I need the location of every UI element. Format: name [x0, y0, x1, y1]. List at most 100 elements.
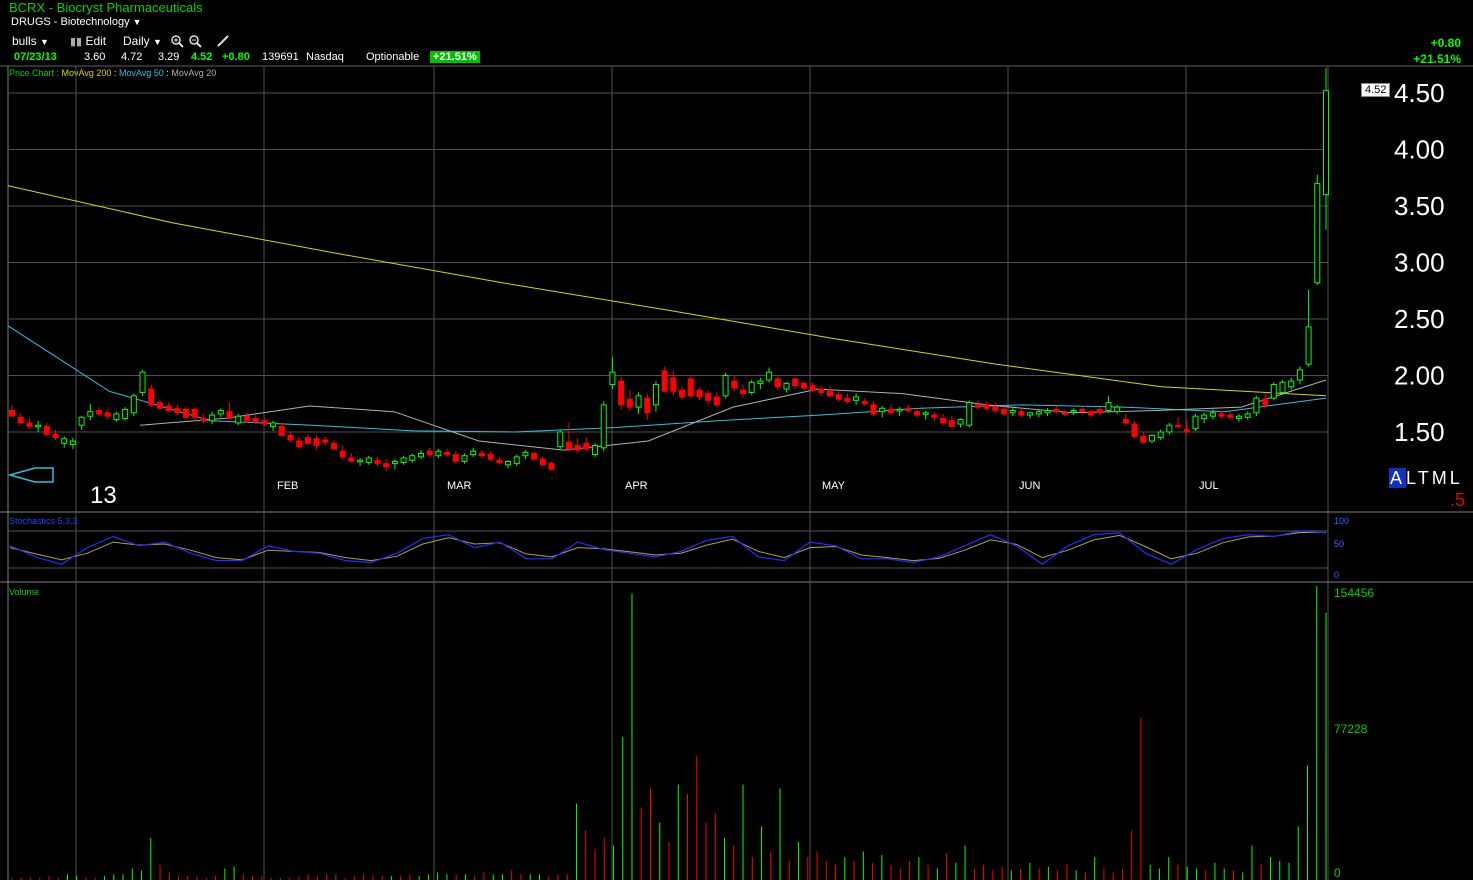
candle-body — [931, 414, 938, 418]
quote-close: 4.52 — [191, 51, 213, 63]
candle-body — [409, 455, 416, 461]
period-dropdown[interactable]: Daily ▼ — [123, 34, 162, 48]
candle-body — [1235, 415, 1242, 419]
candle-body — [1009, 410, 1016, 414]
ma20-line — [139, 379, 1327, 451]
candle-body — [113, 413, 120, 421]
candle-body — [974, 404, 981, 408]
candle-body — [1140, 436, 1147, 443]
candle-body — [287, 434, 294, 441]
month-label: FEB — [277, 480, 298, 492]
list-dropdown[interactable]: bulls ▼ — [12, 34, 49, 48]
candle-body — [853, 396, 860, 401]
candle-body — [1314, 182, 1321, 284]
candle-body — [1027, 412, 1034, 416]
candle-body — [522, 451, 529, 457]
edit-button[interactable]: ▮▮ Edit — [70, 34, 106, 48]
candle-body — [1209, 412, 1216, 417]
timeframe-all[interactable]: A — [1389, 468, 1407, 488]
zoom-in-button[interactable] — [170, 34, 184, 51]
stoch-d-line — [9, 532, 1326, 562]
candle-body — [887, 408, 894, 414]
candle-body — [800, 382, 807, 389]
month-label: MAY — [822, 480, 846, 492]
candle-body — [609, 371, 616, 386]
symbol-title: BCRX - Biocryst Pharmaceuticals — [9, 0, 203, 15]
ma200-line — [7, 185, 1327, 397]
candle-body — [339, 450, 346, 458]
candle-body — [304, 437, 311, 444]
candle-body — [966, 402, 973, 426]
zoom-out-icon — [189, 35, 202, 48]
y-tick-label: 4.00 — [1394, 135, 1445, 165]
legend-ma200[interactable]: MovAvg 200 — [61, 68, 112, 78]
candle-body — [243, 415, 250, 422]
candle-body — [1288, 380, 1295, 388]
candle-body — [748, 381, 755, 393]
industry-dropdown[interactable]: DRUGS - Biotechnology ▼ — [11, 16, 142, 28]
candle-body — [661, 370, 668, 392]
candle-body — [374, 459, 381, 465]
legend-ma20[interactable]: MovAvg 20 — [171, 68, 217, 78]
right-change: +0.80 — [1430, 36, 1461, 50]
zoom-out-button[interactable] — [188, 34, 202, 51]
quote-change: +0.80 — [222, 51, 250, 63]
list-label: bulls — [12, 34, 37, 48]
legend-sep: : — [113, 68, 117, 78]
candle-body — [783, 382, 790, 390]
candle-body — [1018, 411, 1025, 416]
candle-body — [1044, 410, 1051, 414]
candle-body — [792, 378, 799, 387]
candle-body — [270, 422, 277, 427]
month-label: APR — [625, 480, 648, 492]
candle-body — [679, 389, 686, 398]
candle-body — [896, 408, 903, 412]
candle-body — [565, 441, 572, 450]
draw-tool-button[interactable] — [216, 34, 230, 51]
candle-body — [1183, 429, 1190, 433]
timeframe-l[interactable]: L — [1406, 468, 1418, 488]
candle-body — [1253, 397, 1260, 414]
candle-body — [348, 457, 355, 462]
quote-optionable: Optionable — [366, 51, 420, 63]
stoch-tick-100: 100 — [1334, 516, 1350, 526]
candle-body — [313, 438, 320, 447]
timeframe-l2[interactable]: L — [1449, 468, 1463, 488]
y-tick-label: 2.00 — [1394, 361, 1445, 391]
candle-body — [600, 404, 607, 449]
candle-body — [1053, 408, 1060, 413]
zoom-in-icon — [171, 35, 184, 48]
y-tick-label: 3.50 — [1394, 191, 1445, 221]
candle-body — [713, 396, 720, 406]
candle-body — [618, 380, 625, 406]
month-label: JUN — [1019, 480, 1040, 492]
candle-body — [122, 408, 129, 419]
bar-chart-icon: ▮▮ — [70, 36, 83, 48]
quote-exchange: Nasdaq — [306, 51, 344, 63]
candle-body — [61, 438, 68, 444]
candle-body — [1218, 413, 1225, 417]
candle-body — [357, 459, 364, 463]
candle-body — [879, 407, 886, 413]
candle-body — [1244, 413, 1251, 418]
timeframe-m[interactable]: M — [1431, 468, 1450, 488]
stoch-tick-50: 50 — [1334, 539, 1345, 549]
candle-body — [17, 416, 24, 424]
timeframe-t[interactable]: T — [1417, 468, 1432, 488]
legend-ma50[interactable]: MovAvg 50 — [118, 68, 164, 78]
candle-body — [705, 393, 712, 401]
y-tick-label: 3.00 — [1394, 248, 1445, 278]
candle-body — [470, 450, 477, 456]
candle-body — [1305, 326, 1312, 365]
candle-body — [1096, 408, 1103, 414]
candle-body — [165, 405, 172, 412]
candle-body — [417, 452, 424, 458]
scroll-handle — [7, 467, 54, 483]
quote-open: 3.60 — [84, 51, 106, 63]
candle-body — [644, 397, 651, 414]
candle-body — [52, 433, 59, 439]
year-label: 13 — [90, 482, 117, 509]
candle-body — [1079, 408, 1086, 413]
candle-body — [43, 425, 50, 435]
